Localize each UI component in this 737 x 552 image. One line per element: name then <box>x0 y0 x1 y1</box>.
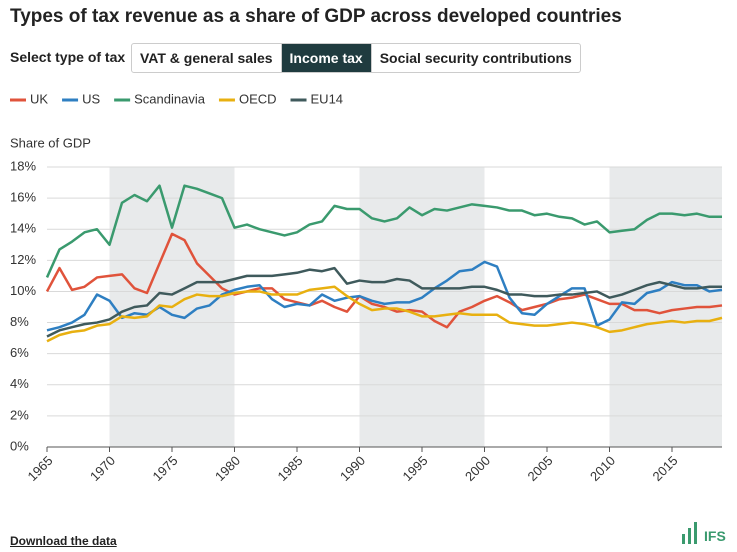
legend-label: EU14 <box>311 91 344 106</box>
x-tick-label: 1970 <box>87 453 118 484</box>
shaded-range <box>359 167 485 447</box>
y-tick-label: 10% <box>10 283 36 298</box>
y-tick-label: 2% <box>10 407 29 422</box>
series-line <box>46 285 723 343</box>
y-tick-label: 4% <box>10 376 29 391</box>
logo-bar <box>694 522 697 544</box>
x-tick-label: 1965 <box>24 453 55 484</box>
x-tick-label: 2010 <box>587 453 618 484</box>
x-tick-label: 2015 <box>649 453 680 484</box>
x-tick-label: 2000 <box>462 453 493 484</box>
x-tick-label: 2005 <box>524 453 555 484</box>
legend-label: OECD <box>239 91 277 106</box>
series-line <box>46 266 722 338</box>
y-tick-label: 6% <box>10 345 29 360</box>
legend-item[interactable]: OECD <box>218 91 277 106</box>
y-tick-label: 18% <box>10 158 36 173</box>
page-title: Types of tax revenue as a share of GDP a… <box>10 6 622 27</box>
legend-item[interactable]: Scandinavia <box>114 91 206 106</box>
x-tick-label: 1980 <box>212 453 243 484</box>
y-tick-label: 12% <box>10 252 36 267</box>
legend-label: UK <box>30 91 48 106</box>
download-link[interactable]: Download the data <box>10 534 117 548</box>
y-tick-label: 0% <box>10 438 29 453</box>
control-label: Select type of tax <box>10 49 126 65</box>
chart: Share of GDP 0% 2% 4% 6% 8% 10% 12% 14% 16% 18% 19… <box>10 91 723 484</box>
y-tick-label: 16% <box>10 190 36 205</box>
logo-bar <box>688 528 691 544</box>
series-line <box>45 184 722 278</box>
tax-option[interactable]: VAT & general sales <box>132 44 282 72</box>
x-tick-label: 1990 <box>337 453 368 484</box>
legend-label: Scandinavia <box>134 91 206 106</box>
tax-option[interactable]: Income tax <box>281 44 372 72</box>
x-tick-label: 1975 <box>149 453 180 484</box>
tax-options: VAT & general sales Income tax Social secu… <box>131 43 581 73</box>
logo: IFS <box>704 528 726 544</box>
legend-item[interactable]: EU14 <box>290 91 344 106</box>
x-tick-label: 1985 <box>274 453 305 484</box>
logo-bar <box>682 534 685 544</box>
legend-item[interactable]: US <box>62 91 100 106</box>
y-tick-label: 14% <box>10 221 36 236</box>
tax-option[interactable]: Social security contributions <box>379 50 572 66</box>
legend-label: US <box>82 91 100 106</box>
legend-item[interactable]: UK <box>10 91 48 106</box>
series-line <box>45 232 723 329</box>
y-axis-label: Share of GDP <box>10 135 91 150</box>
y-tick-label: 8% <box>10 314 29 329</box>
x-tick-label: 1995 <box>399 453 430 484</box>
